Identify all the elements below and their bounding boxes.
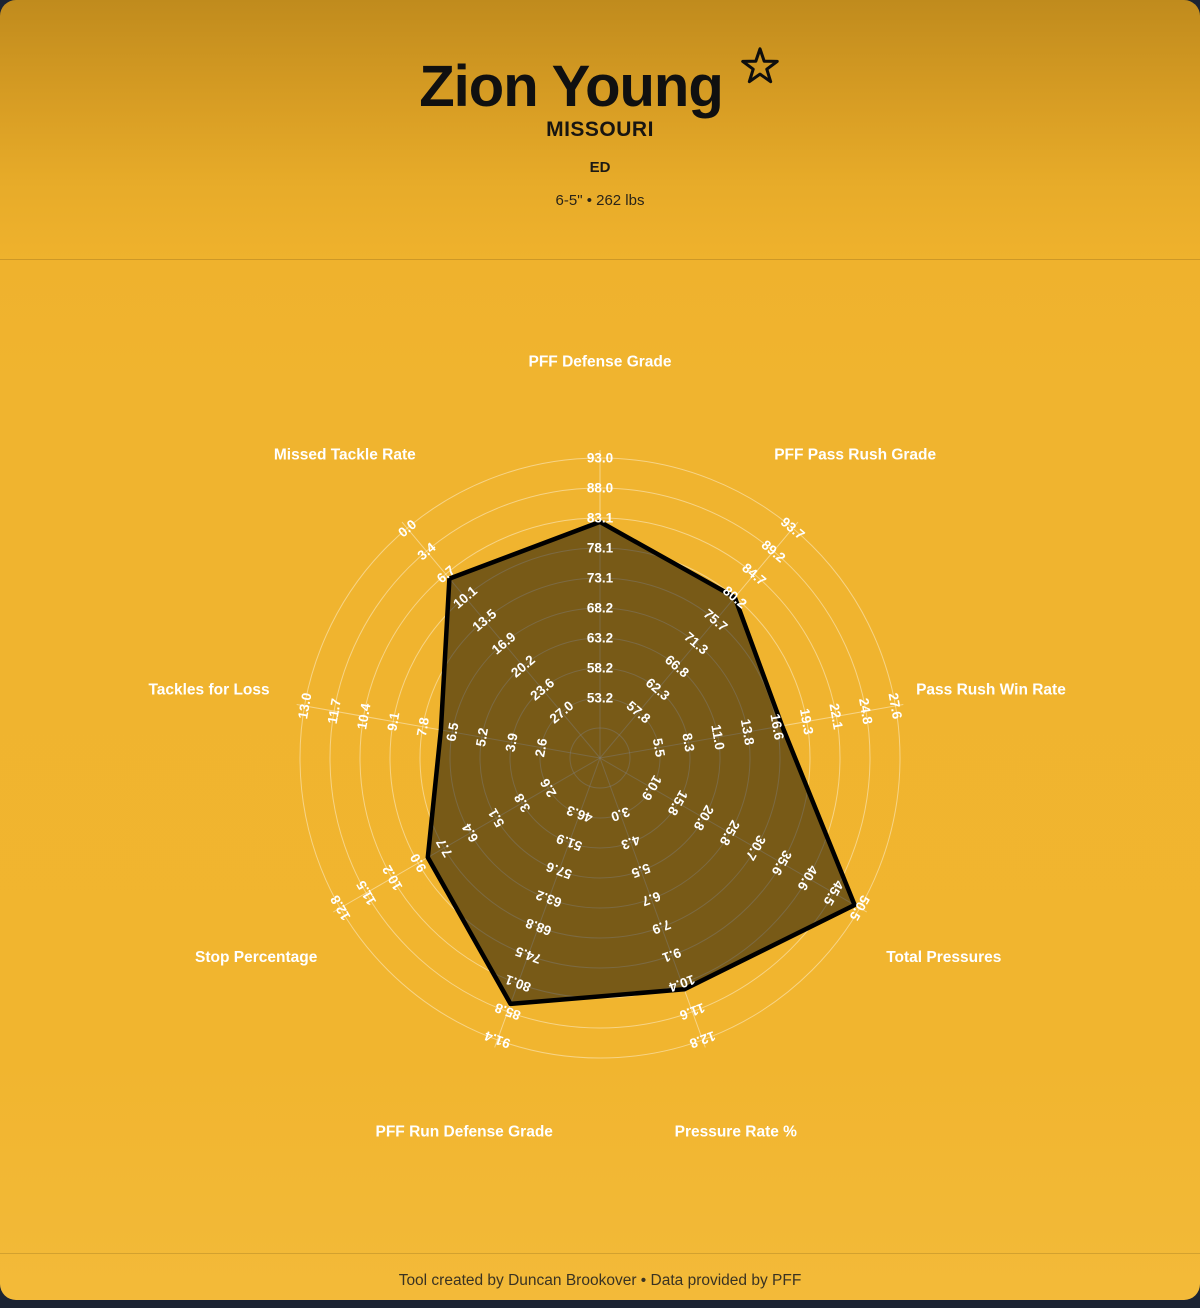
radar-tick-label: 11.6 — [677, 1000, 707, 1023]
radar-axis-title: PFF Run Defense Grade — [375, 1123, 553, 1140]
radar-tick-label: 84.7 — [739, 560, 769, 588]
radar-tick-label: 63.2 — [587, 631, 613, 646]
radar-tick-label: 11.0 — [708, 723, 727, 751]
star-icon — [739, 46, 781, 93]
radar-value-polygon — [425, 519, 857, 1007]
chart-area: 53.2 58.2 63.2 68.2 73.1 78.1 83.1 88.0 93.0 57.8… — [0, 300, 1200, 1240]
radar-tick-label: 22.1 — [826, 702, 845, 731]
radar-axis-title: PFF Pass Rush Grade — [774, 446, 936, 463]
radar-tick-label: 3.0 — [609, 804, 632, 825]
radar-axis-title: Tackles for Loss — [148, 681, 269, 698]
title-row: Zion Young — [0, 47, 1200, 119]
player-position: ED — [589, 159, 611, 176]
radar-tick-label: 88.0 — [587, 481, 613, 496]
radar-tick-label: 68.2 — [587, 601, 613, 616]
radar-tick-label: 16.6 — [767, 713, 786, 742]
radar-tick-label: 4.3 — [619, 832, 642, 853]
radar-axis-title: PFF Defense Grade — [529, 353, 672, 370]
radar-tick-label: 78.1 — [587, 541, 614, 556]
player-name: Zion Young — [419, 54, 724, 119]
radar-tick-label: 3.4 — [415, 539, 439, 563]
radar-tick-label: 9.1 — [384, 711, 402, 733]
radar-grid-ring — [299, 457, 901, 1059]
radar-tick-label: 19.3 — [797, 707, 816, 736]
radar-axis-title: Stop Percentage — [195, 949, 318, 966]
radar-tick-label: 91.4 — [482, 1028, 512, 1051]
player-measurables: 6-5" • 262 lbs — [555, 192, 645, 209]
radar-tick-label: 89.2 — [759, 537, 789, 565]
radar-tick-label: 10.4 — [354, 702, 373, 731]
radar-tick-label: 6.5 — [443, 721, 461, 743]
radar-axis-title: Pass Rush Win Rate — [916, 681, 1066, 698]
player-header: Zion Young MISSOURI ED 6-5" • 262 lbs — [0, 0, 1200, 260]
radar-axis-title: Missed Tackle Rate — [274, 446, 416, 463]
radar-tick-label: 12.8 — [687, 1028, 717, 1051]
radar-grid-ring — [329, 487, 871, 1029]
radar-tick-label: 24.8 — [856, 697, 875, 726]
radar-tick-label: 5.5 — [629, 860, 652, 881]
radar-tick-label: 93.7 — [778, 514, 808, 542]
radar-tick-label: 5.2 — [473, 727, 491, 748]
radar-tick-label: 7.8 — [414, 716, 432, 738]
radar-axis-title: Total Pressures — [886, 949, 1001, 966]
radar-tick-label: 58.2 — [587, 661, 613, 676]
radar-tick-label: 83.1 — [587, 511, 614, 526]
radar-tick-label: 2.6 — [532, 737, 550, 759]
radar-tick-label: 10.2 — [379, 863, 405, 893]
radar-tick-label: 13.0 — [295, 692, 314, 720]
radar-tick-label: 53.2 — [587, 691, 613, 706]
radar-tick-label: 6.7 — [640, 888, 663, 909]
radar-tick-label: 8.3 — [679, 732, 697, 754]
radar-tick-label: 11.5 — [353, 878, 379, 908]
radar-tick-label: 73.1 — [587, 571, 614, 586]
radar-tick-label: 11.7 — [325, 697, 344, 725]
radar-tick-label: 9.1 — [660, 945, 683, 966]
radar-tick-label: 93.0 — [587, 451, 613, 466]
footer-credit: Tool created by Duncan Brookover • Data … — [0, 1253, 1200, 1300]
radar-tick-label: 5.5 — [650, 737, 668, 759]
radar-tick-label: 3.9 — [503, 732, 521, 753]
radar-tick-label: 7.9 — [650, 917, 673, 938]
radar-tick-label: 12.8 — [327, 892, 353, 923]
radar-tick-label: 13.8 — [738, 718, 757, 747]
radar-chart: 53.258.263.268.273.178.183.188.093.057.8… — [148, 353, 1066, 1140]
radar-tick-label: 0.0 — [395, 517, 419, 541]
radar-tick-label: 27.6 — [886, 692, 905, 721]
radar-axis-title: Pressure Rate % — [675, 1123, 798, 1140]
player-school: MISSOURI — [546, 118, 654, 141]
